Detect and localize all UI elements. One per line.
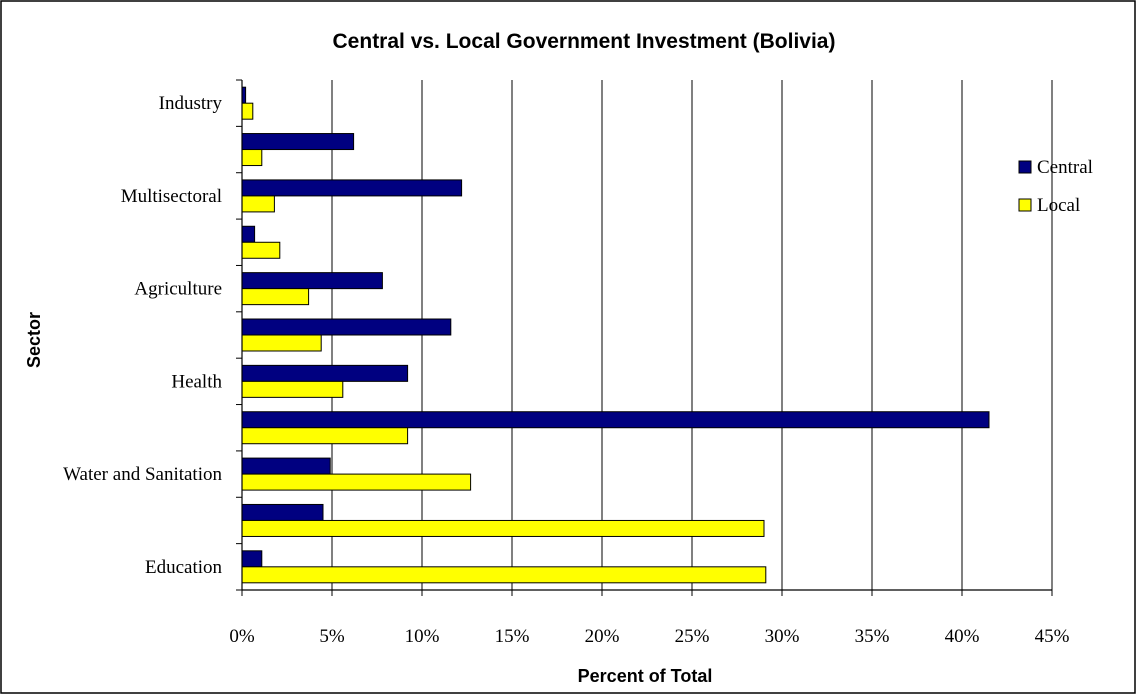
bar-central [241, 550, 263, 568]
bar-local [241, 149, 263, 167]
bar-local [241, 288, 310, 306]
x-tick-label: 0% [229, 626, 255, 647]
x-tick-label: 15% [495, 626, 530, 647]
y-axis-title: Sector [24, 312, 44, 368]
bar-local [241, 241, 281, 259]
bar-local [241, 380, 344, 398]
y-tick-label: Health [171, 371, 222, 392]
bar-central [241, 364, 409, 382]
axes-layer [236, 79, 1053, 596]
legend-swatch-local [1018, 198, 1032, 212]
x-tick-label: 5% [319, 626, 345, 647]
x-tick-label: 25% [675, 626, 710, 647]
x-tick-label: 30% [765, 626, 800, 647]
y-tick-label: Industry [159, 93, 223, 114]
bar-central [241, 272, 383, 290]
x-tick-label: 40% [945, 626, 980, 647]
legend-label-local: Local [1037, 195, 1080, 216]
legend: Central Local [1018, 157, 1093, 216]
x-tick-label: 45% [1035, 626, 1070, 647]
bar-central [241, 225, 256, 243]
ticks-layer: 0% 5% 10% 15% 20% 25% 30% 35% 40% 45% Education Wat… [63, 93, 1069, 647]
legend-label-central: Central [1037, 157, 1093, 178]
x-tick-label: 20% [585, 626, 620, 647]
bar-central [241, 133, 355, 151]
bar-central [241, 318, 452, 336]
y-tick-label: Education [145, 557, 223, 578]
x-axis-title: Percent of Total [578, 666, 713, 686]
bar-local [241, 473, 472, 491]
legend-swatch-central [1018, 160, 1032, 174]
bar-local [241, 566, 767, 584]
bar-local [241, 102, 254, 120]
x-tick-label: 35% [855, 626, 890, 647]
grid-layer [331, 80, 1053, 590]
bar-central [241, 457, 331, 475]
bar-central [241, 503, 324, 521]
bar-central [241, 411, 990, 429]
bar-local [241, 519, 765, 537]
y-tick-label: Water and Sanitation [63, 464, 222, 485]
bar-local [241, 195, 275, 213]
y-tick-label: Agriculture [134, 279, 222, 300]
bar-central [241, 179, 463, 197]
x-tick-label: 10% [405, 626, 440, 647]
bar-local [241, 427, 409, 445]
bar-local [241, 334, 322, 352]
bars-layer [241, 86, 990, 584]
y-tick-label: Multisectoral [121, 186, 222, 207]
chart-title: Central vs. Local Government Investment … [333, 30, 836, 53]
